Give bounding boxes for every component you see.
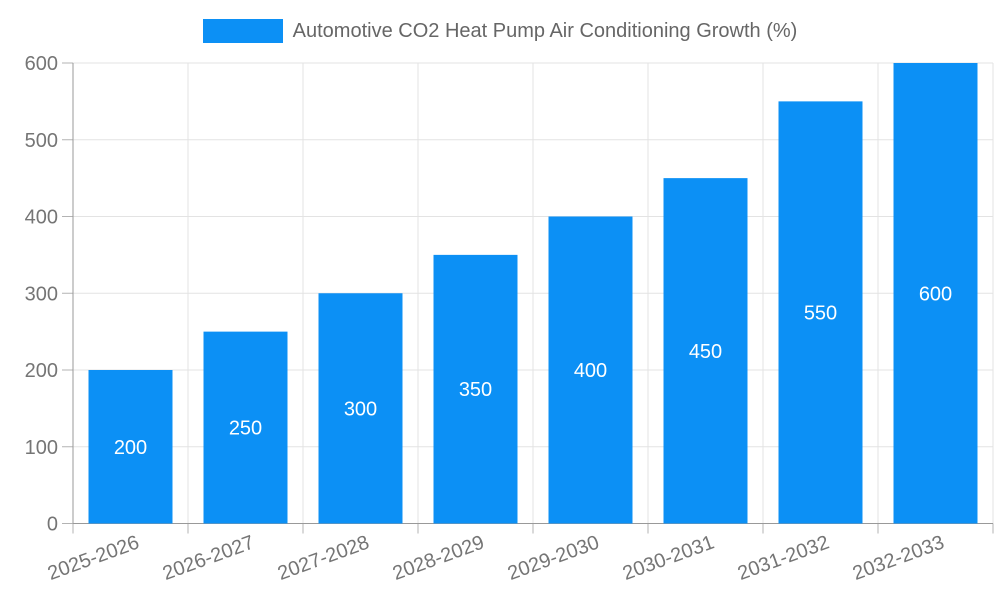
bar[interactable]: [88, 370, 173, 524]
bar-value-label: 600: [919, 283, 952, 305]
y-tick-label: 500: [25, 130, 58, 152]
legend-label: Automotive CO2 Heat Pump Air Conditionin…: [292, 20, 798, 42]
x-tick-label: 2026-2027: [160, 532, 257, 585]
bar-value-label: 400: [574, 360, 607, 382]
y-tick-label: 600: [25, 53, 58, 75]
x-tick-label: 2031-2032: [735, 532, 832, 585]
x-tick-label: 2025-2026: [45, 532, 142, 585]
x-tick-label: 2032-2033: [850, 532, 947, 585]
x-tick-label: 2028-2029: [390, 532, 487, 585]
bar[interactable]: [663, 178, 748, 524]
bar-value-label: 350: [459, 379, 492, 401]
y-tick-label: 200: [25, 360, 58, 382]
bar-value-label: 200: [114, 437, 147, 459]
bar[interactable]: [433, 254, 518, 524]
legend-swatch: [202, 19, 283, 43]
bar-value-label: 450: [689, 341, 722, 363]
y-tick-label: 0: [47, 514, 58, 536]
bar[interactable]: [203, 331, 288, 524]
bar-value-label: 300: [344, 398, 377, 420]
y-tick-label: 400: [25, 207, 58, 229]
x-tick-label: 2027-2028: [275, 532, 372, 585]
bar[interactable]: [778, 101, 863, 524]
bar[interactable]: [318, 293, 403, 524]
x-tick-label: 2029-2030: [505, 532, 602, 585]
bar-value-label: 550: [804, 302, 837, 324]
y-tick-label: 100: [25, 437, 58, 459]
bar-value-label: 250: [229, 418, 262, 440]
legend[interactable]: Automotive CO2 Heat Pump Air Conditionin…: [0, 19, 1000, 43]
x-tick-label: 2030-2031: [620, 532, 717, 585]
y-tick-label: 300: [25, 283, 58, 305]
bar[interactable]: [893, 63, 978, 524]
bar[interactable]: [548, 216, 633, 524]
